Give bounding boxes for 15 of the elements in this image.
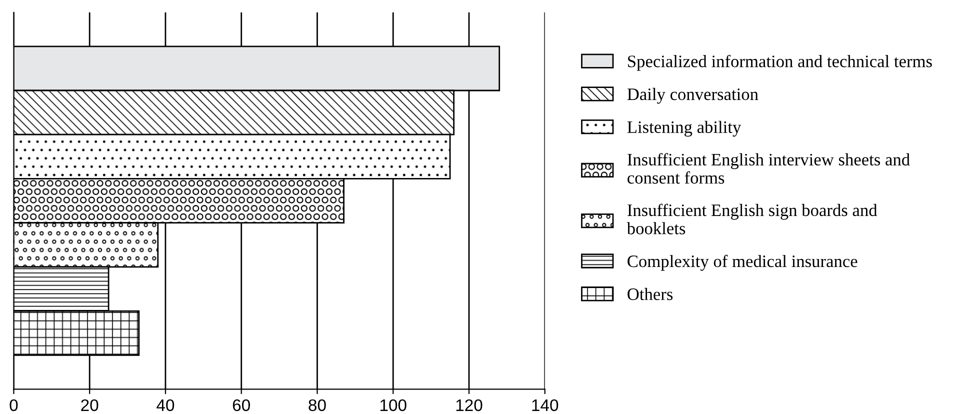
legend-label: Specialized information and technical terms xyxy=(628,54,932,71)
x-tick-label: 0 xyxy=(10,399,18,412)
x-tick-label: 120 xyxy=(456,399,482,412)
legend-label: Others xyxy=(628,288,673,300)
legend-label: Listening ability xyxy=(627,120,742,137)
legend-label: Daily conversation xyxy=(627,88,758,104)
x-tick-label: 40 xyxy=(156,399,174,412)
x-tick-label: 100 xyxy=(380,399,406,412)
x-tick-label: 60 xyxy=(232,399,250,412)
legend-label: Insufficient English interview sheets and consent forms xyxy=(628,153,910,184)
legend-label: Insufficient English sign boards and booklets xyxy=(626,204,878,234)
x-tick-label: 20 xyxy=(81,399,98,412)
legend-label: Complexity of medical insurance xyxy=(628,254,858,271)
x-tick-label: 80 xyxy=(308,399,326,412)
x-tick-label: 140 xyxy=(532,399,558,412)
